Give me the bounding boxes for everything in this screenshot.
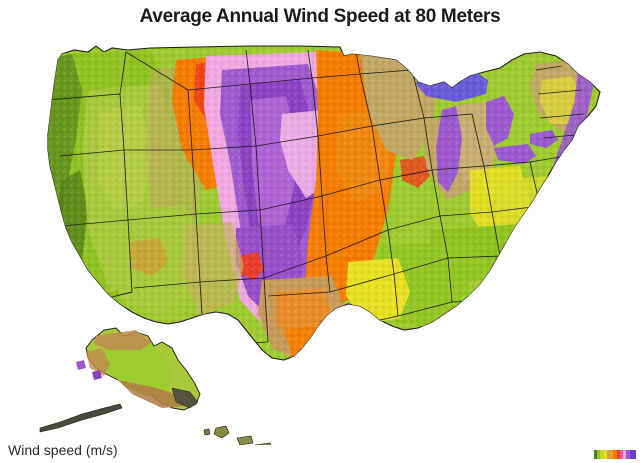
hawaii-molokai [236, 435, 254, 445]
hawaii-oahu [203, 428, 211, 436]
legend-swatch-11 [629, 450, 633, 459]
hawaii-inset [203, 425, 272, 445]
page-title: Average Annual Wind Speed at 80 Meters [139, 6, 501, 27]
alaska-kodiak [171, 387, 199, 409]
legend-swatch-4 [606, 450, 611, 459]
alaska-southcoast-tan [118, 380, 186, 408]
alaska-westislands [76, 360, 86, 370]
map-texture-overlay [48, 46, 600, 360]
legend: Wind speed (m/s) [0, 439, 640, 463]
alaska-inset [39, 327, 201, 433]
us-wind-resource-map [39, 45, 601, 445]
legend-swatch-10 [626, 450, 630, 459]
legend-swatch-12 [632, 450, 636, 459]
legend-swatch-1 [597, 450, 601, 459]
legend-swatch-8 [619, 450, 624, 459]
alaska-west-tan [86, 348, 110, 376]
legend-title: Wind speed (m/s) [8, 442, 118, 458]
map-canvas [0, 30, 640, 445]
alaska-north-tan [94, 330, 152, 350]
legend-swatch-0 [594, 450, 598, 459]
hawaii-maui [254, 442, 272, 445]
legend-swatch-5 [610, 450, 614, 459]
legend-swatch-7 [616, 450, 620, 459]
legend-ramp-strip [594, 450, 636, 459]
legend-color-ramp [594, 450, 636, 459]
legend-swatch-2 [600, 450, 604, 459]
legend-swatch-6 [613, 450, 617, 459]
hawaii-kauai [213, 425, 230, 439]
alaska-aleutian-chain [39, 403, 123, 433]
alaska-purple-spot [92, 370, 102, 380]
conus-map [47, 45, 601, 361]
legend-swatch-9 [623, 450, 627, 459]
legend-swatch-3 [603, 450, 607, 459]
